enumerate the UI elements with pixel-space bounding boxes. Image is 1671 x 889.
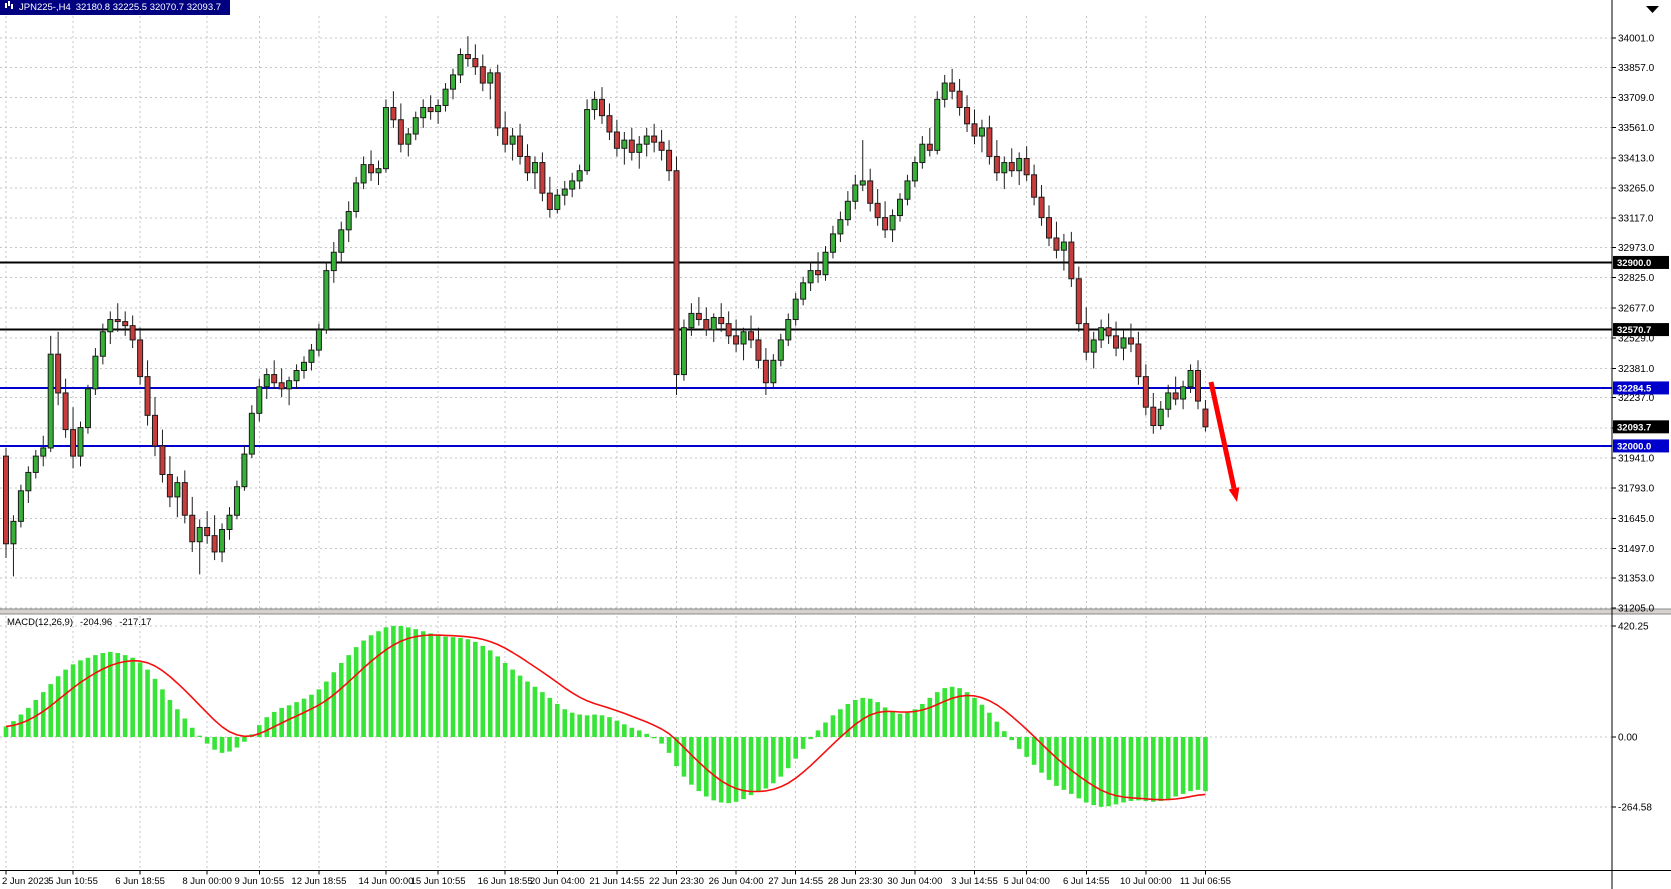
price-axis-label: 32237.0 xyxy=(1618,393,1655,404)
price-tag-label: 32570.7 xyxy=(1617,325,1651,336)
price-tag-label: 32900.0 xyxy=(1617,258,1651,269)
time-axis-label: 5 Jul 04:00 xyxy=(1003,876,1049,887)
price-tag-label: 32093.7 xyxy=(1617,422,1651,433)
price-axis-label: 33857.0 xyxy=(1618,63,1655,74)
chart-icon xyxy=(4,0,14,15)
macd-scale-label: 0.00 xyxy=(1618,733,1638,744)
time-axis-label: 22 Jun 23:30 xyxy=(649,876,704,887)
price-axis-label: 31497.0 xyxy=(1618,544,1655,555)
macd-histogram xyxy=(3,625,1208,807)
time-axis-label: 21 Jun 14:55 xyxy=(589,876,644,887)
price-tag xyxy=(1613,255,1669,269)
time-axis-label: 28 Jun 23:30 xyxy=(828,876,883,887)
price-tag xyxy=(1613,420,1669,434)
chart-title-bar[interactable]: JPN225-,H4 32180.8 32225.5 32070.7 32093… xyxy=(0,0,231,15)
price-tag xyxy=(1613,323,1669,337)
time-axis-label: 16 Jun 18:55 xyxy=(478,876,533,887)
price-axis-label: 33117.0 xyxy=(1618,214,1654,225)
chart-title-ohlc: 32180.8 32225.5 32070.7 32093.7 xyxy=(75,2,222,13)
price-axis-label: 31793.0 xyxy=(1618,484,1655,495)
price-axis-label: 33709.0 xyxy=(1618,93,1655,104)
time-axis-label: 3 Jul 14:55 xyxy=(951,876,997,887)
time-axis-label: 30 Jun 04:00 xyxy=(887,876,942,887)
macd-name: MACD(12,26,9) xyxy=(7,617,73,628)
scroll-triangle-icon xyxy=(1646,6,1659,13)
horizontal-level-lines[interactable] xyxy=(0,261,1612,447)
price-tag-label: 32000.0 xyxy=(1617,441,1651,452)
time-axis-label: 15 Jun 10:55 xyxy=(411,876,466,887)
price-tag xyxy=(1613,381,1669,395)
price-axis-label: 32677.0 xyxy=(1618,303,1655,314)
grid xyxy=(0,16,1612,870)
price-axis-label: 32973.0 xyxy=(1618,243,1655,254)
time-axis-label: 20 Jun 04:00 xyxy=(530,876,585,887)
macd-scale-label: 420.25 xyxy=(1618,621,1649,632)
price-axis-label: 33265.0 xyxy=(1618,184,1655,195)
time-axis-label: 8 Jun 00:00 xyxy=(182,876,232,887)
macd-indicator-label: MACD(12,26,9) -204.96 -217.17 xyxy=(7,617,151,628)
price-axis-label: 31205.0 xyxy=(1618,604,1655,615)
time-axis-label: 6 Jul 14:55 xyxy=(1063,876,1109,887)
macd-main-value: -204.96 xyxy=(80,617,113,628)
price-axis-label: 32825.0 xyxy=(1618,273,1655,284)
price-axis-label: 31353.0 xyxy=(1618,573,1655,584)
macd-signal-value: -217.17 xyxy=(119,617,152,628)
time-axis-label: 5 Jun 10:55 xyxy=(48,876,98,887)
price-axis-label: 31941.0 xyxy=(1618,453,1655,464)
price-axis-label: 32529.0 xyxy=(1618,334,1655,345)
price-axis-label: 33413.0 xyxy=(1618,153,1655,164)
chart-title-symbol: JPN225-,H4 xyxy=(19,2,71,13)
macd-signal-line xyxy=(5,634,1206,801)
price-axis-label: 32381.0 xyxy=(1618,364,1655,375)
price-axis-label: 33561.0 xyxy=(1618,123,1655,134)
time-axis-label: 6 Jun 18:55 xyxy=(115,876,165,887)
time-axis-label: 9 Jun 10:55 xyxy=(234,876,284,887)
time-axis-label: 26 Jun 04:00 xyxy=(709,876,764,887)
time-axis-label: 27 Jun 14:55 xyxy=(768,876,823,887)
time-axis-label: 10 Jul 00:00 xyxy=(1120,876,1172,887)
price-axis-label: 34001.0 xyxy=(1618,34,1655,45)
price-tag xyxy=(1613,439,1669,453)
price-axis-label: 31645.0 xyxy=(1618,514,1655,525)
time-axis-label: 11 Jul 06:55 xyxy=(1180,876,1231,887)
time-axis-label: 14 Jun 00:00 xyxy=(358,876,413,887)
panel-splitter[interactable] xyxy=(0,608,1671,615)
scroll-indicator[interactable] xyxy=(1646,6,1659,13)
time-axis-label: 2 Jun 2023 xyxy=(2,876,49,887)
time-axis[interactable]: 2 Jun 2023 5 Jun 10:55 6 Jun 18:55 8 Jun 00… xyxy=(2,871,1231,887)
time-axis-label: 12 Jun 18:55 xyxy=(291,876,346,887)
price-tags: 32900.0 32570.7 32284.5 32000.0 32093.7 xyxy=(1613,255,1669,453)
price-tag-label: 32284.5 xyxy=(1617,383,1652,394)
candles xyxy=(3,36,1209,577)
macd-scale-label: -264.58 xyxy=(1618,802,1652,813)
trend-arrow[interactable] xyxy=(1208,381,1240,502)
